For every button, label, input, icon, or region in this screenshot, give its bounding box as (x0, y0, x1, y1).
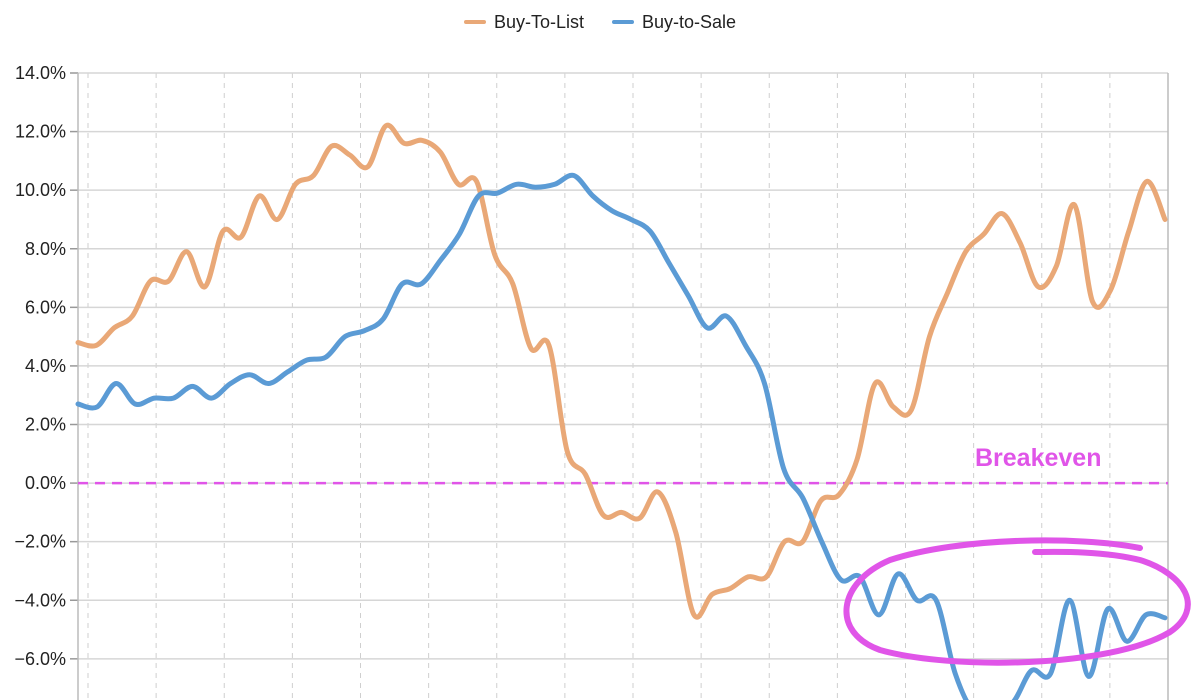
y-tick-label: −6.0% (14, 649, 66, 669)
y-tick-label: 12.0% (15, 122, 66, 142)
series-layer (75, 122, 1168, 700)
legend-swatch-buy-to-sale (611, 20, 634, 24)
legend-swatch-buy-to-list (463, 20, 486, 24)
y-tick-label: −2.0% (14, 532, 66, 552)
y-tick-label: 2.0% (25, 415, 66, 435)
legend-item-buy-to-list[interactable]: Buy-To-List (463, 11, 584, 33)
axis-layer: 14.0% 12.0% 10.0% 8.0% 6.0% 4.0% 2.0% 0.0% −2.0%… (14, 63, 1169, 700)
breakeven-annotation: Breakeven (975, 444, 1101, 472)
y-tick-label: 10.0% (15, 180, 66, 200)
legend-label-buy-to-list: Buy-To-List (493, 11, 584, 32)
highlight-circle (843, 537, 1191, 666)
legend-item-buy-to-sale[interactable]: Buy-to-Sale (611, 11, 737, 33)
y-tick-label: 4.0% (25, 356, 66, 376)
grid-layer (78, 72, 1168, 700)
y-tick-label: 0.0% (25, 473, 66, 493)
y-tick-label: −4.0% (14, 590, 66, 610)
annotation-layer: Breakeven (843, 444, 1191, 666)
legend-label-buy-to-sale: Buy-to-Sale (641, 11, 737, 32)
y-tick-label: 14.0% (15, 63, 66, 83)
series-line-buy-to-list (75, 122, 1168, 620)
y-tick-label: 8.0% (25, 239, 66, 259)
legend: Buy-To-List Buy-to-Sale (0, 8, 1200, 36)
series-line-buy-to-sale (75, 172, 1168, 700)
y-tick-label: 6.0% (25, 297, 66, 317)
